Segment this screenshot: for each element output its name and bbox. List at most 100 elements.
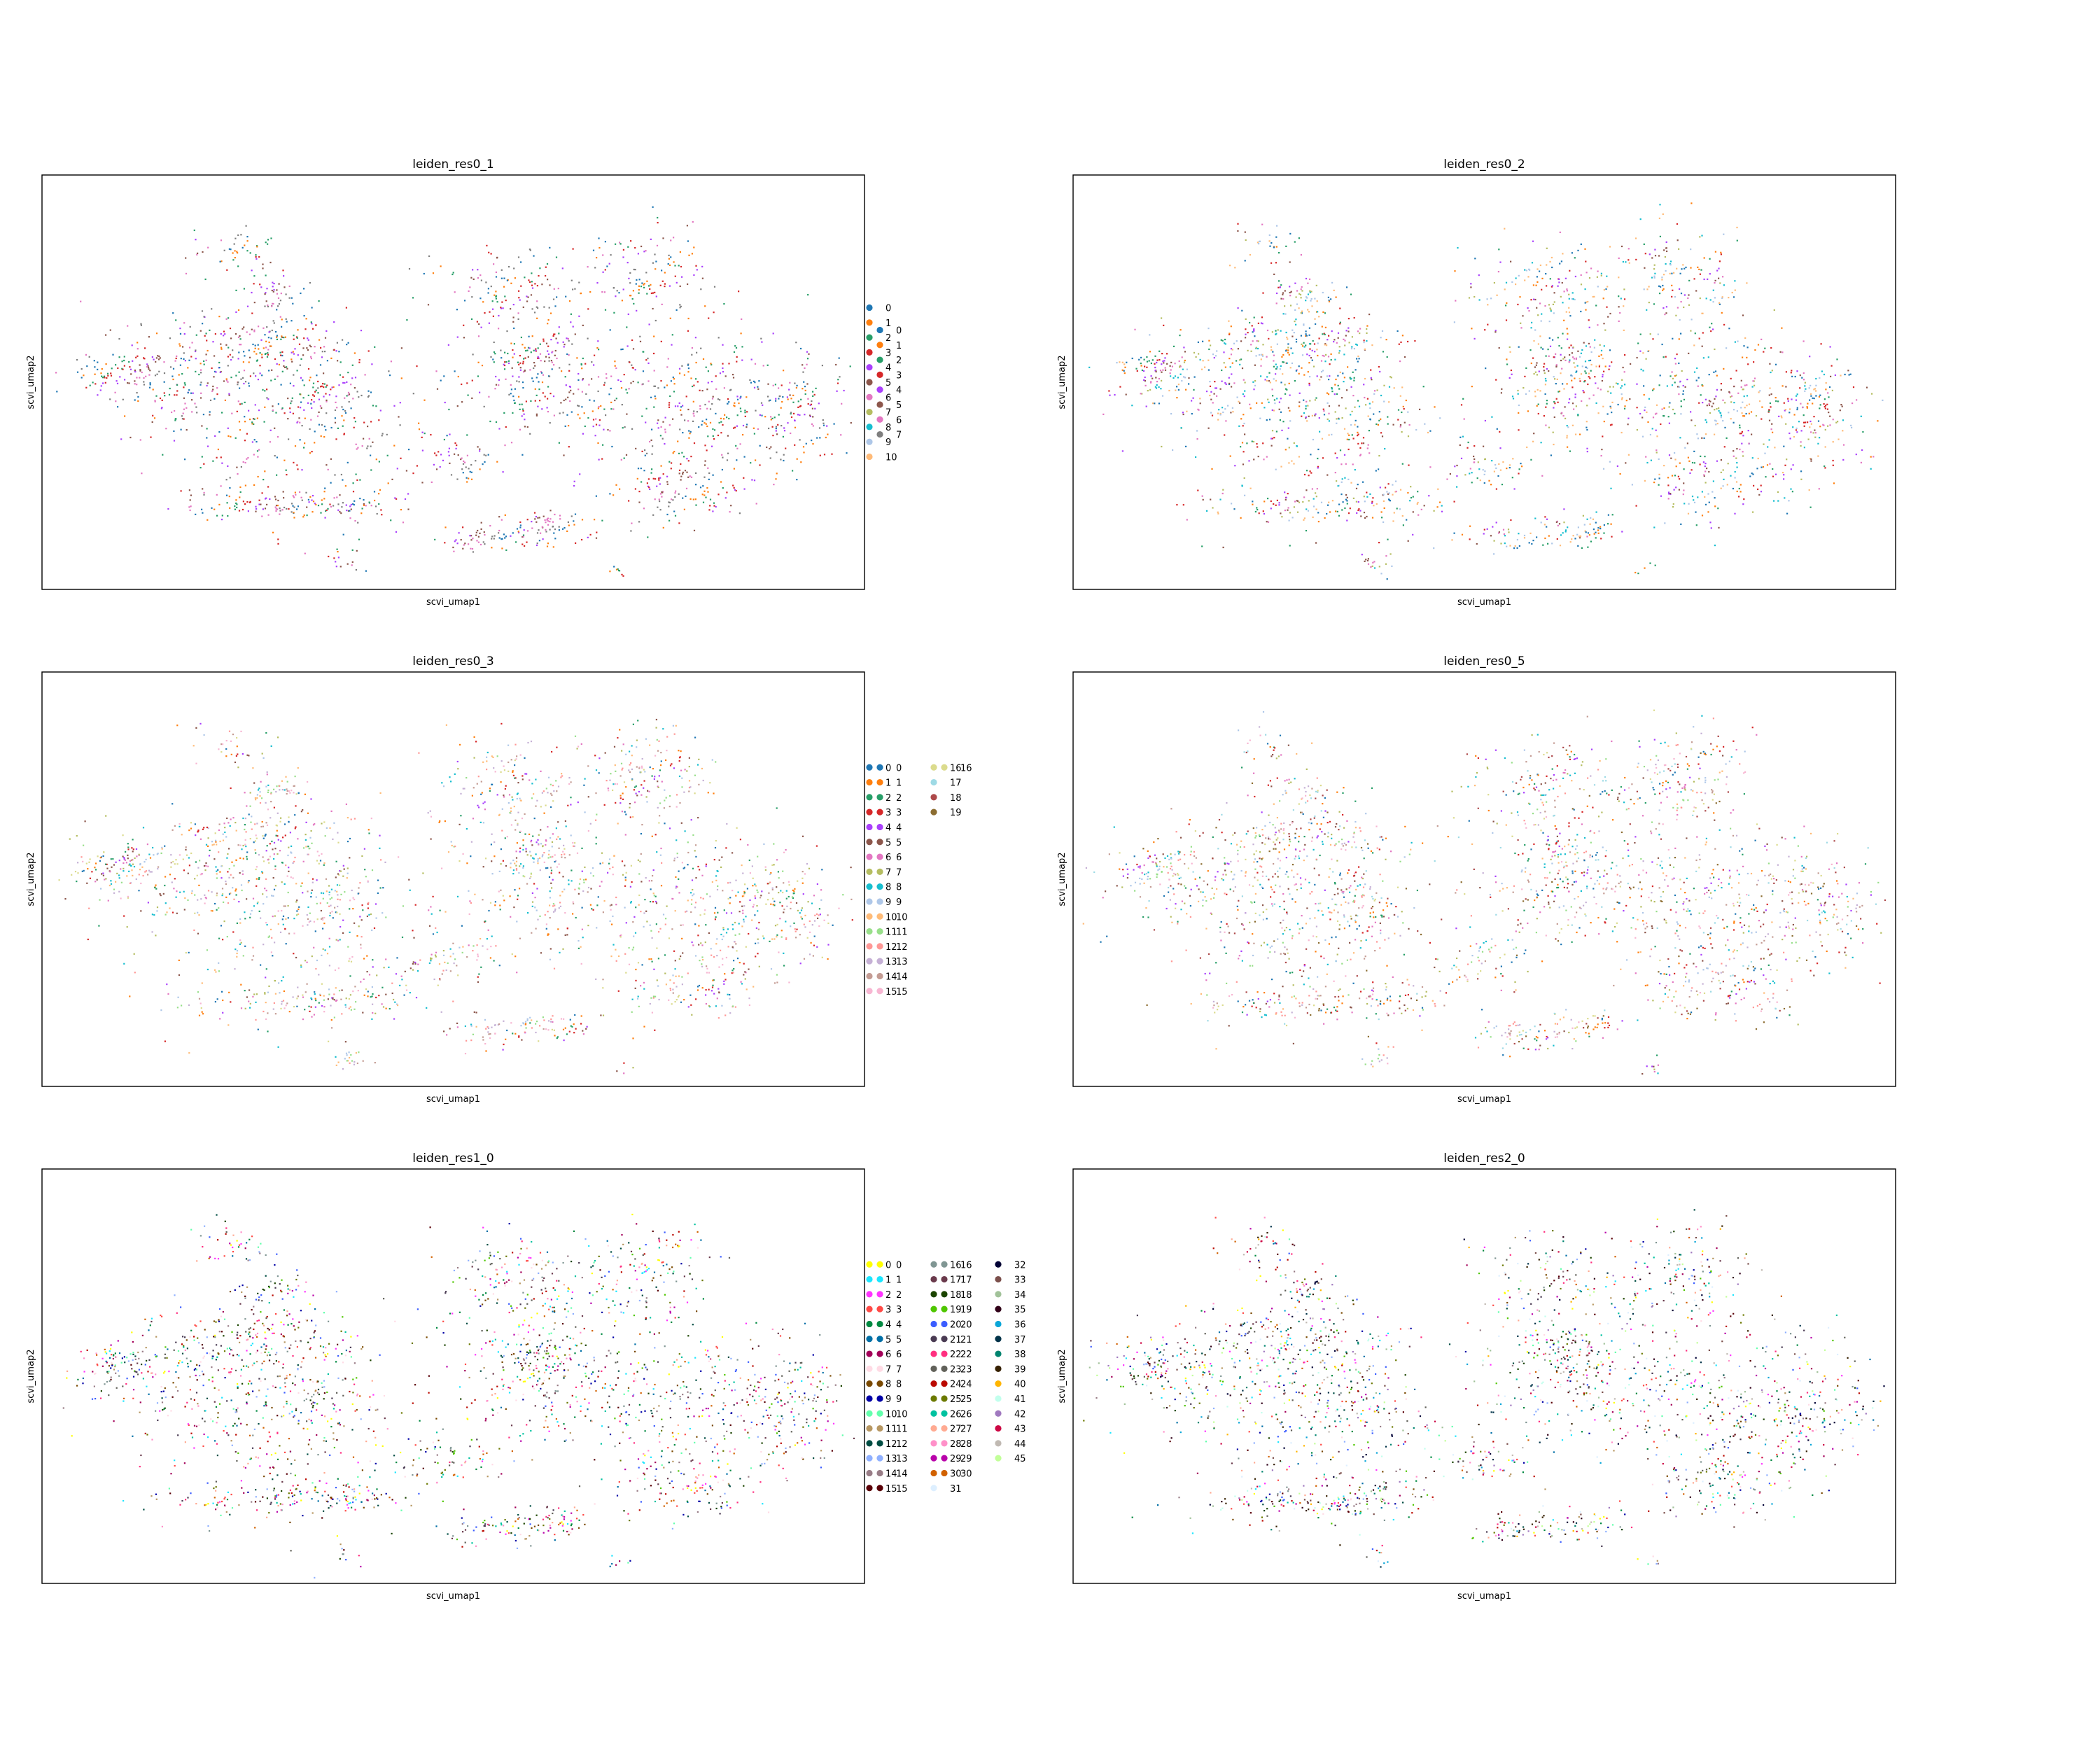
scatter-point <box>321 356 323 358</box>
scatter-point <box>1645 456 1647 458</box>
scatter-point <box>1346 519 1348 522</box>
scatter-point <box>1387 423 1389 425</box>
scatter-point <box>258 410 260 412</box>
scatter-point <box>568 425 570 427</box>
scatter-point <box>1322 354 1324 357</box>
scatter-point <box>237 382 239 384</box>
scatter-point <box>488 322 490 324</box>
scatter-point <box>1682 384 1684 387</box>
scatter-point <box>592 249 595 251</box>
scatter-point <box>519 526 522 528</box>
scatter-point <box>606 265 608 267</box>
scatter-point <box>1812 402 1814 405</box>
scatter-point <box>1824 446 1826 448</box>
scatter-point <box>796 458 798 460</box>
scatter-point <box>258 499 260 501</box>
scatter-point <box>1237 348 1239 350</box>
scatter-point <box>1268 401 1270 403</box>
scatter-point <box>687 368 690 370</box>
scatter-point <box>318 300 320 302</box>
scatter-point <box>1625 462 1627 464</box>
scatter-point <box>1736 239 1738 241</box>
scatter-point <box>1334 452 1336 454</box>
scatter-point <box>1679 288 1681 290</box>
scatter-point <box>215 371 217 373</box>
scatter-point <box>1219 388 1222 390</box>
scatter-point <box>237 473 239 475</box>
scatter-point <box>1407 435 1410 438</box>
scatter-point <box>255 441 258 443</box>
scatter-point <box>435 468 438 470</box>
scatter-point <box>1547 542 1549 545</box>
scatter-point <box>248 385 251 387</box>
scatter-point <box>767 383 769 385</box>
scatter-point <box>335 350 337 352</box>
legend-marker <box>876 356 883 363</box>
scatter-point <box>1714 505 1716 507</box>
scatter-point <box>806 383 808 385</box>
scatter-point <box>1721 297 1723 300</box>
legend-label: 7 <box>886 408 891 419</box>
scatter-point <box>1338 503 1340 505</box>
scatter-point <box>1714 419 1716 421</box>
scatter-point <box>1768 409 1770 411</box>
scatter-point <box>1597 286 1599 288</box>
scatter-point <box>523 358 525 360</box>
scatter-point <box>720 417 722 419</box>
scatter-point <box>1168 389 1170 392</box>
scatter-point <box>1355 487 1358 489</box>
scatter-point <box>1275 262 1277 264</box>
scatter-point <box>1367 415 1369 417</box>
scatter-point <box>1534 396 1536 398</box>
scatter-point <box>518 381 520 383</box>
scatter-point <box>1825 405 1827 407</box>
scatter-point <box>1810 458 1812 461</box>
scatter-point <box>1356 344 1358 346</box>
scatter-point <box>736 356 738 358</box>
scatter-point <box>507 352 509 355</box>
scatter-point <box>708 400 710 402</box>
scatter-point <box>356 479 358 481</box>
scatter-point <box>1579 433 1581 435</box>
scatter-point <box>143 377 145 379</box>
scatter-point <box>581 538 583 541</box>
scatter-point <box>510 388 512 391</box>
scatter-point <box>1264 379 1266 381</box>
scatter-point <box>1289 410 1291 412</box>
scatter-point <box>1343 428 1346 430</box>
scatter-point <box>1326 392 1329 394</box>
scatter-point <box>1680 332 1682 335</box>
scatter-point <box>1287 509 1289 511</box>
scatter-point <box>355 473 357 475</box>
scatter-point <box>1809 420 1812 423</box>
scatter-point <box>1718 526 1720 528</box>
scatter-point <box>1364 500 1366 503</box>
scatter-point <box>790 432 792 435</box>
scatter-point <box>730 388 732 391</box>
scatter-point <box>1575 358 1577 360</box>
scatter-point <box>757 386 759 388</box>
scatter-point <box>121 368 123 370</box>
scatter-point <box>262 327 265 329</box>
scatter-point <box>1266 329 1269 332</box>
scatter-point <box>641 415 643 417</box>
scatter-point <box>670 256 672 258</box>
scatter-point <box>1170 413 1172 415</box>
scatter-point <box>264 470 266 472</box>
scatter-point <box>643 286 645 288</box>
scatter-point <box>774 416 776 419</box>
scatter-point <box>1255 355 1257 357</box>
scatter-point <box>1350 424 1352 426</box>
scatter-point <box>1328 434 1330 436</box>
scatter-point <box>757 428 759 430</box>
scatter-point <box>242 377 244 379</box>
scatter-point <box>680 409 682 411</box>
scatter-point <box>534 388 536 390</box>
scatter-point <box>1269 382 1271 384</box>
scatter-point <box>618 569 620 572</box>
scatter-point <box>1636 429 1638 431</box>
scatter-point <box>1510 519 1512 522</box>
scatter-point <box>1166 353 1168 355</box>
y-axis-label: scvi_umap2 <box>26 355 36 409</box>
scatter-point <box>243 351 245 353</box>
